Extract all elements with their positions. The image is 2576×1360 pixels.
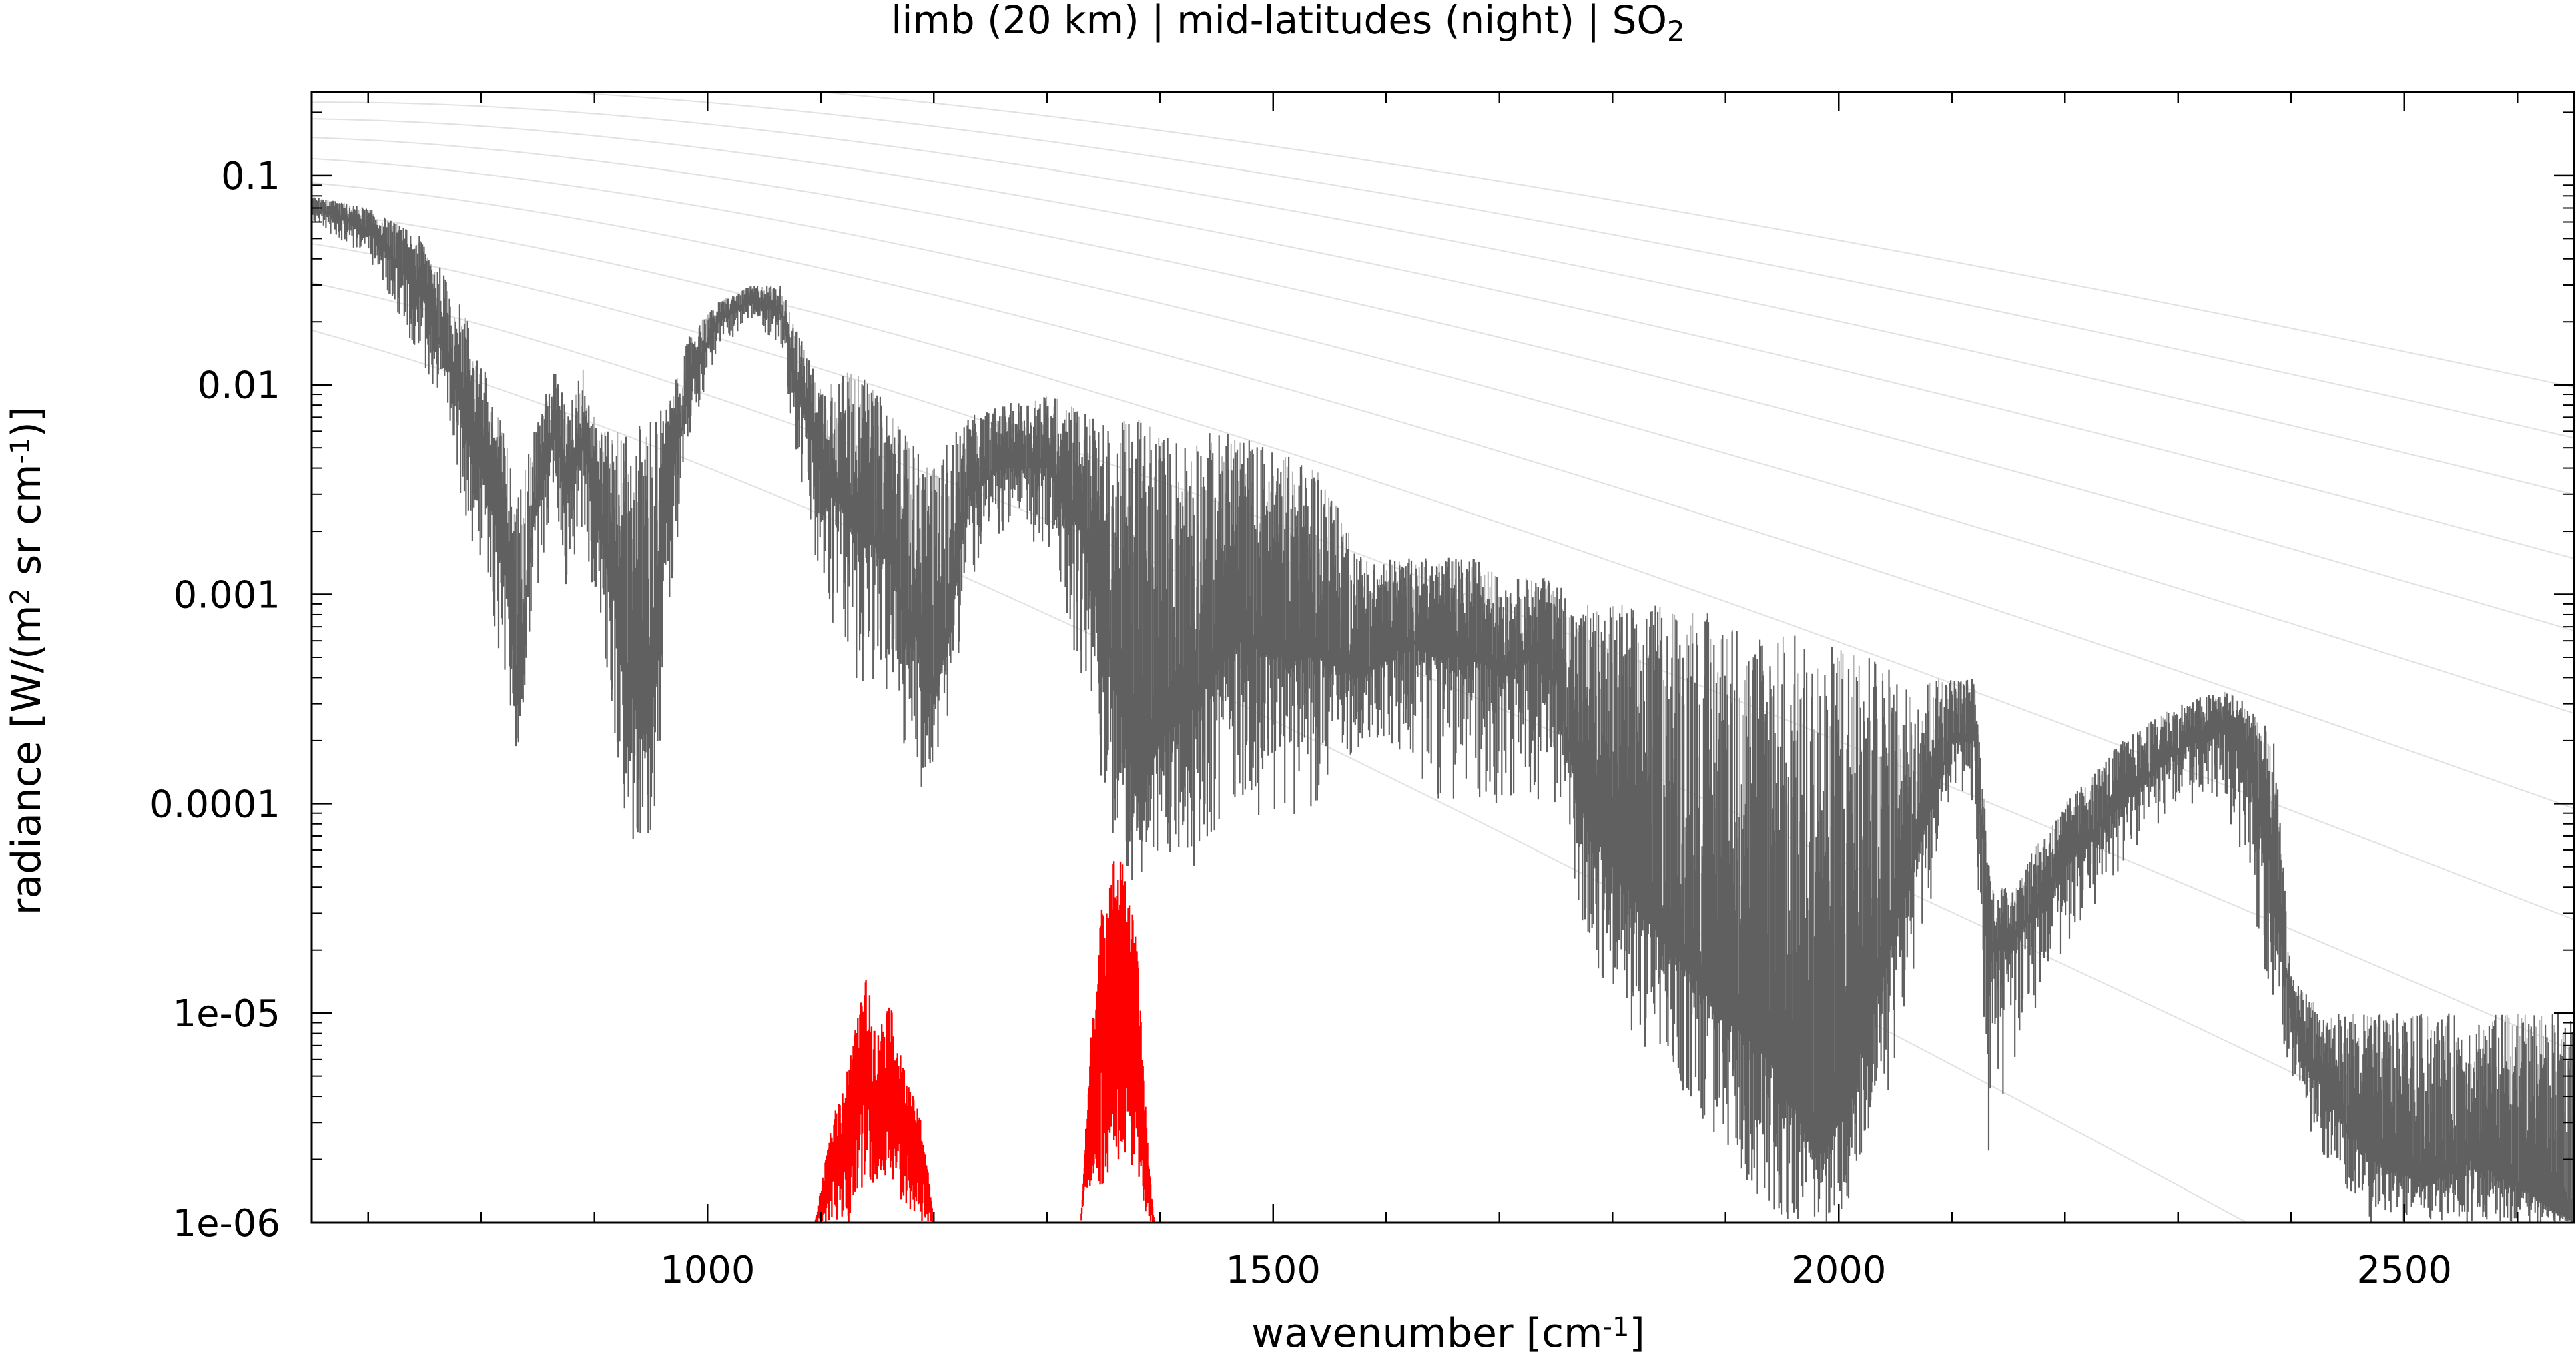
reference-curve-280k bbox=[312, 157, 2574, 714]
chart-title: limb (20 km) | mid-latitudes (night) | S… bbox=[891, 0, 1685, 47]
y-tick-label-4: 1e-05 bbox=[172, 992, 280, 1036]
so2-band-1 bbox=[814, 980, 935, 1223]
plot-area bbox=[310, 91, 2575, 1224]
x-tick-label-2000: 2000 bbox=[1791, 1249, 1887, 1292]
reference-curve-180k bbox=[312, 329, 2248, 1223]
so2-band-2 bbox=[1080, 861, 1155, 1223]
reference-curve-360k bbox=[548, 92, 2574, 439]
x-axis: 1000 1500 2000 2500 bbox=[367, 92, 2519, 1292]
reference-curve-320k bbox=[312, 118, 2574, 559]
y-axis: 0.1 0.01 0.001 0.0001 1e-05 1e-06 bbox=[149, 111, 2574, 1245]
reference-curve-260k bbox=[312, 182, 2574, 809]
reference-curve-240k bbox=[312, 210, 2574, 921]
y-tick-label-1: 0.01 bbox=[197, 364, 280, 408]
total-radiance-spectrum bbox=[312, 196, 2574, 1223]
x-axis-label: wavenumber [cm-1] bbox=[1251, 1310, 1645, 1357]
reference-curve-340k bbox=[312, 101, 2574, 496]
y-tick-label-2: 0.001 bbox=[174, 574, 280, 617]
y-axis-label: radiance [W/(m2 sr cm-1)] bbox=[3, 406, 50, 915]
x-tick-label-2500: 2500 bbox=[2356, 1249, 2452, 1292]
plot-clip-group bbox=[312, 92, 2574, 1223]
y-tick-label-3: 0.0001 bbox=[149, 783, 280, 826]
y-tick-label-5: 1e-06 bbox=[172, 1202, 280, 1245]
x-tick-label-1500: 1500 bbox=[1225, 1249, 1321, 1292]
reference-curve-380k bbox=[814, 92, 2574, 388]
reference-curve-300k bbox=[312, 137, 2574, 632]
y-tick-label-0: 0.1 bbox=[221, 155, 280, 198]
x-tick-label-1000: 1000 bbox=[660, 1249, 755, 1292]
